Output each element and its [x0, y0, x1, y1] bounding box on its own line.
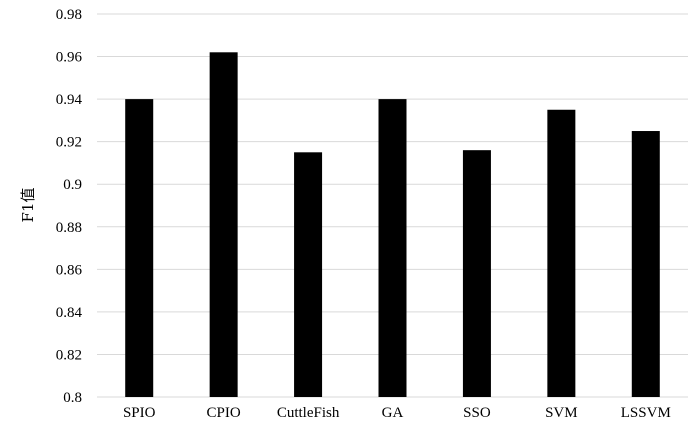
y-tick-label: 0.94: [56, 92, 83, 108]
y-tick-label: 0.86: [56, 262, 83, 278]
x-tick-label: CuttleFish: [277, 405, 340, 421]
y-tick-label: 0.92: [56, 135, 82, 151]
y-axis-label: F1值: [19, 188, 37, 223]
bars: [125, 52, 660, 398]
y-tick-label: 0.9: [63, 177, 82, 193]
y-axis-ticks: 0.8 0.82 0.84 0.86 0.88 0.9 0.92 0.94 0.96 0.98: [56, 7, 83, 406]
x-tick-label: SSO: [463, 405, 491, 421]
x-axis-ticks: SPIO CPIO CuttleFish GA SSO SVM LSSVM: [123, 405, 671, 421]
bar-sso: [462, 150, 491, 397]
y-tick-label: 0.84: [56, 305, 83, 321]
x-tick-label: SVM: [545, 405, 578, 421]
y-tick-label: 0.8: [63, 390, 82, 406]
y-tick-label: 0.88: [56, 220, 82, 236]
bar-ga: [378, 99, 407, 397]
bar-spio: [125, 99, 154, 397]
bar-cuttlefish: [294, 152, 323, 397]
bar-lssvm: [631, 131, 660, 397]
bar-svm: [547, 109, 576, 397]
y-tick-label: 0.98: [56, 7, 82, 23]
bar-cpio: [209, 52, 238, 398]
y-tick-label: 0.82: [56, 347, 82, 363]
y-tick-label: 0.96: [56, 50, 83, 66]
x-tick-label: LSSVM: [621, 405, 671, 421]
x-tick-label: CPIO: [207, 405, 241, 421]
x-tick-label: SPIO: [123, 405, 156, 421]
x-tick-label: GA: [382, 405, 404, 421]
